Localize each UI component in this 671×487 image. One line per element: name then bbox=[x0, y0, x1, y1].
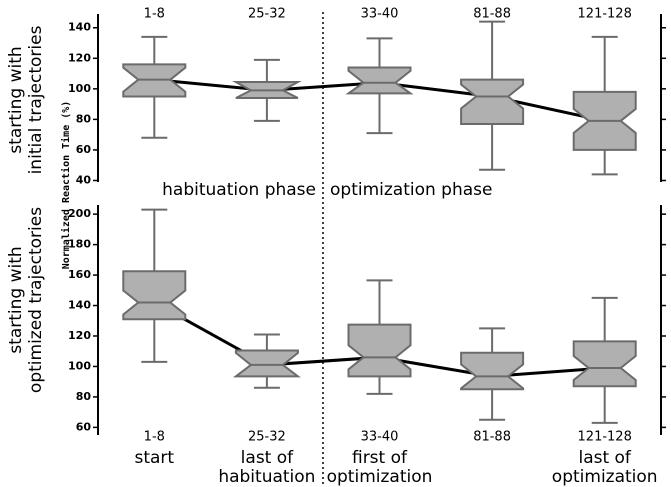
category-label: 25-32 bbox=[248, 430, 286, 445]
row-label-line: starting with bbox=[6, 246, 26, 353]
category-description: optimization bbox=[552, 467, 658, 487]
row-label: starting withinitial trajectories bbox=[6, 25, 46, 174]
phase-label: optimization phase bbox=[330, 180, 492, 200]
box bbox=[460, 351, 525, 391]
category-label: 1-8 bbox=[144, 7, 165, 22]
row-label: starting withoptimized trajectories bbox=[6, 207, 46, 393]
box bbox=[347, 323, 412, 378]
y-tick-label: 60 bbox=[76, 143, 92, 156]
category-label: 121-128 bbox=[578, 430, 632, 445]
y-tick-label: 140 bbox=[68, 21, 91, 34]
category-description: first of bbox=[352, 448, 408, 468]
category-label: 121-128 bbox=[578, 7, 632, 22]
y-tick-label: 140 bbox=[68, 299, 91, 312]
y-tick-label: 100 bbox=[68, 82, 91, 95]
category-label: 81-88 bbox=[473, 7, 511, 22]
y-tick-label: 80 bbox=[76, 390, 92, 403]
category-description: last of bbox=[241, 448, 294, 468]
category-label: 33-40 bbox=[361, 7, 399, 22]
category-label: 25-32 bbox=[248, 7, 286, 22]
y-tick-label: 160 bbox=[68, 268, 91, 281]
box bbox=[460, 78, 525, 125]
category-label: 1-8 bbox=[144, 430, 165, 445]
y-tick-label: 120 bbox=[68, 329, 91, 342]
y-axis-label: Normalized Reaction Time (%) bbox=[60, 101, 72, 270]
y-tick-label: 180 bbox=[68, 238, 91, 251]
y-tick-label: 80 bbox=[76, 112, 92, 125]
y-tick-label: 100 bbox=[68, 359, 91, 372]
box bbox=[232, 349, 301, 378]
row-label-line: starting with bbox=[6, 46, 26, 153]
category-description: habituation bbox=[218, 467, 315, 487]
category-description: start bbox=[134, 448, 174, 468]
y-tick-label: 120 bbox=[68, 51, 91, 64]
box bbox=[122, 270, 187, 321]
box bbox=[345, 66, 414, 95]
phase-label: habituation phase bbox=[162, 180, 316, 200]
category-description: optimization bbox=[327, 467, 433, 487]
row-label-line: optimized trajectories bbox=[26, 207, 46, 393]
row-label-line: initial trajectories bbox=[26, 25, 46, 174]
y-tick-label: 60 bbox=[76, 420, 92, 433]
category-label: 33-40 bbox=[361, 430, 399, 445]
y-tick-label: 40 bbox=[76, 173, 92, 186]
category-label: 81-88 bbox=[473, 430, 511, 445]
box bbox=[572, 340, 637, 388]
category-description: last of bbox=[578, 448, 631, 468]
y-tick-label: 200 bbox=[68, 207, 91, 220]
